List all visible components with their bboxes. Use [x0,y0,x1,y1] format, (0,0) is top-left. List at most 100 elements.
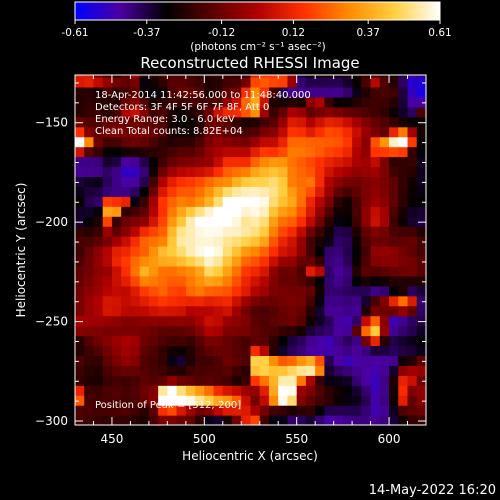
heatmap-cell [84,156,95,168]
annotation-line: 18-Apr-2014 11:42:56.000 to 11:48:40.000 [95,90,311,101]
heatmap-cell [315,405,325,416]
heatmap-cell [213,186,224,197]
heatmap-cell [361,126,372,138]
heatmap-cell [287,216,298,227]
heatmap-cell [379,265,390,277]
heatmap-cell [296,405,307,416]
heatmap-cell [130,176,141,187]
heatmap-cell [361,295,372,307]
heatmap-cell [287,275,298,287]
heatmap-cell [389,315,399,327]
heatmap-cell [278,156,289,168]
heatmap-cells [75,75,426,425]
heatmap-cell [241,415,252,425]
heatmap-cell [361,226,372,237]
heatmap-cell [111,206,122,217]
heatmap-cell [259,275,270,287]
heatmap-cell [148,375,159,386]
heatmap-cell [93,305,104,317]
heatmap-cell [352,136,362,148]
heatmap-cell [204,275,215,287]
heatmap-cell [370,136,381,148]
heatmap-cell [259,76,270,88]
heatmap-cell [195,415,205,425]
heatmap-cell [407,365,418,376]
heatmap-cell [102,136,113,148]
heatmap-cell [167,76,178,88]
heatmap-cell [222,385,233,396]
heatmap-cell [213,206,224,217]
heatmap-cell [398,315,409,327]
heatmap-cell [204,176,215,187]
heatmap-cell [407,216,418,227]
heatmap-cell [84,375,95,386]
heatmap-cell [278,216,289,227]
heatmap-cell [407,325,418,337]
heatmap-cell [278,166,289,178]
heatmap-cell [84,236,95,247]
heatmap-cell [305,226,316,237]
heatmap-cell [204,355,215,366]
heatmap-cell [305,216,316,227]
heatmap-cell [102,405,113,416]
heatmap-cell [268,156,279,168]
heatmap-cell [342,86,353,98]
heatmap-cell [213,385,224,396]
heatmap-cell [148,196,159,207]
heatmap-cell [148,186,159,197]
heatmap-cell [370,196,381,207]
heatmap-cell [204,305,215,317]
heatmap-cell [111,196,122,207]
heatmap-cell [398,106,409,118]
heatmap-cell [222,365,233,376]
heatmap-cell [241,106,252,118]
heatmap-cell [121,116,132,128]
heatmap-cell [315,275,325,287]
annotation-line: Clean Total counts: 8.82E+04 [95,126,243,137]
heatmap-cell [278,126,289,138]
heatmap-cell [93,405,104,416]
heatmap-cell [250,96,261,108]
heatmap-cell [195,365,205,376]
heatmap-cell [84,166,95,178]
heatmap-cell [121,325,132,337]
heatmap-cell [241,255,252,267]
heatmap-cell [398,146,409,158]
heatmap-cell [204,375,215,386]
heatmap-cell [398,156,409,168]
heatmap-cell [305,156,316,168]
heatmap-cell [250,226,261,237]
heatmap-cell [389,136,399,148]
y-tick-label: −200 [35,215,68,229]
heatmap-cell [333,325,344,337]
heatmap-cell [102,106,113,118]
heatmap-cell [389,96,399,108]
heatmap-cell [315,75,325,78]
heatmap-cell [213,315,224,327]
heatmap-cell [213,355,224,366]
heatmap-cell [102,375,113,386]
heatmap-cell [250,325,261,337]
heatmap-cell [416,186,426,197]
heatmap-cell [324,246,335,257]
heatmap-cell [352,236,362,247]
heatmap-cell [268,75,279,78]
heatmap-cell [102,415,113,425]
heatmap-cell [93,246,104,257]
heatmap-cell [361,375,372,386]
heatmap-cell [361,246,372,257]
heatmap-cell [250,186,261,197]
heatmap-cell [268,345,279,356]
heatmap-cell [167,355,178,366]
heatmap-cell [296,246,307,257]
heatmap-cell [268,295,279,307]
heatmap-cell [278,265,289,277]
heatmap-cell [278,365,289,376]
heatmap-cell [213,106,224,118]
heatmap-cell [185,176,196,187]
heatmap-cell [93,365,104,376]
heatmap-cell [296,345,307,356]
heatmap-cell [195,176,205,187]
heatmap-cell [204,315,215,327]
heatmap-cell [111,275,122,287]
